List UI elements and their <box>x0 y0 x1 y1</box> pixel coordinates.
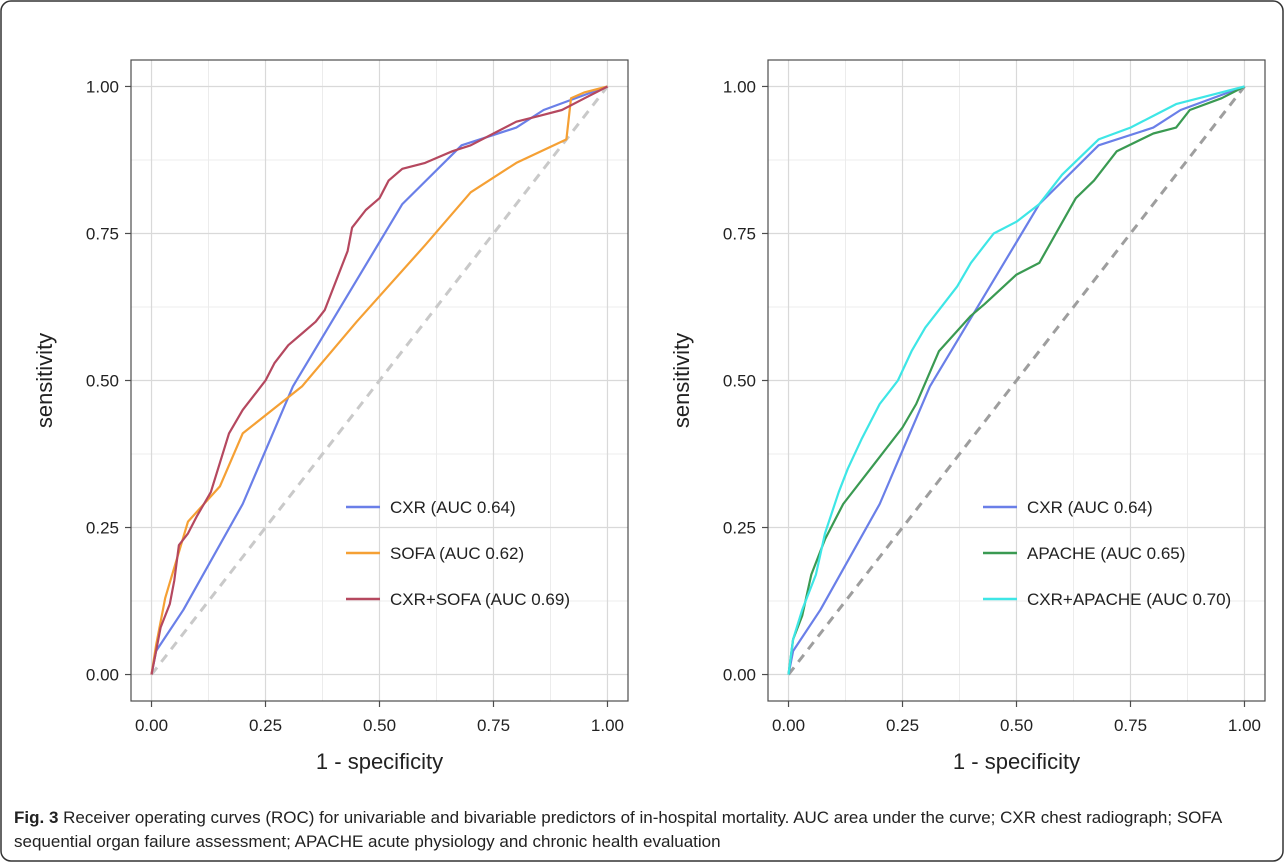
series-line-2 <box>150 85 608 675</box>
tick-label-x: 1.00 <box>591 716 624 735</box>
tick-label-x: 0.00 <box>772 716 805 735</box>
tick-label-y: 0.75 <box>723 224 756 243</box>
legend: CXR (AUC 0.64) SOFA (AUC 0.62) CXR+SOFA (A… <box>346 498 570 609</box>
tick-label-y: 0.00 <box>86 666 119 685</box>
plot-border <box>767 59 1266 702</box>
tick-label-y: 1.00 <box>86 77 119 96</box>
legend-label-1: CXR (AUC 0.64) <box>390 498 516 517</box>
series-line-1 <box>787 85 1245 675</box>
legend-label-2: SOFA (AUC 0.62) <box>390 544 524 563</box>
gridlines <box>768 60 1265 701</box>
tick-label-y: 0.50 <box>723 372 756 391</box>
series-line-3 <box>150 85 609 675</box>
legend-label-3: CXR+APACHE (AUC 0.70) <box>1027 590 1231 609</box>
legend-label-1: CXR (AUC 0.64) <box>1027 498 1153 517</box>
y-axis-title: sensitivity <box>669 333 694 428</box>
figure-caption-text: Receiver operating curves (ROC) for univ… <box>14 808 1222 851</box>
figure-caption: Fig. 3 Receiver operating curves (ROC) f… <box>14 806 1264 854</box>
legend: CXR (AUC 0.64) APACHE (AUC 0.65) CXR+APACH… <box>983 498 1231 609</box>
x-axis-title: 1 - specificity <box>316 749 443 774</box>
tick-label-y: 1.00 <box>723 77 756 96</box>
tick-label-x: 0.00 <box>135 716 168 735</box>
tick-label-y: 0.75 <box>86 224 119 243</box>
legend-label-2: APACHE (AUC 0.65) <box>1027 544 1185 563</box>
reference-diagonal <box>787 85 1246 676</box>
tick-label-x: 0.25 <box>249 716 282 735</box>
tick-label-x: 0.25 <box>886 716 919 735</box>
gridlines <box>131 60 628 701</box>
tick-label-y: 0.25 <box>723 519 756 538</box>
figure-caption-label: Fig. 3 <box>14 808 59 827</box>
tick-label-x: 1.00 <box>1228 716 1261 735</box>
series-line-3 <box>787 85 1245 675</box>
y-axis-title: sensitivity <box>32 333 57 428</box>
tick-label-y: 0.50 <box>86 372 119 391</box>
legend-label-3: CXR+SOFA (AUC 0.69) <box>390 590 570 609</box>
tick-label-x: 0.75 <box>477 716 510 735</box>
reference-diagonal <box>150 85 609 676</box>
plot-border <box>130 59 629 702</box>
roc-chart-left: 0.00 0.25 0.50 0.75 1.00 0.00 0.25 0.50 0.75 1.00… <box>32 59 629 774</box>
tick-label-x: 0.50 <box>1000 716 1033 735</box>
tick-label-y: 0.00 <box>723 666 756 685</box>
tick-label-x: 0.50 <box>363 716 396 735</box>
tick-label-x: 0.75 <box>1114 716 1147 735</box>
roc-chart-right: 0.00 0.25 0.50 0.75 1.00 0.00 0.25 0.50 0.75 1.00… <box>669 59 1266 774</box>
x-axis-title: 1 - specificity <box>953 749 1080 774</box>
tick-label-y: 0.25 <box>86 519 119 538</box>
